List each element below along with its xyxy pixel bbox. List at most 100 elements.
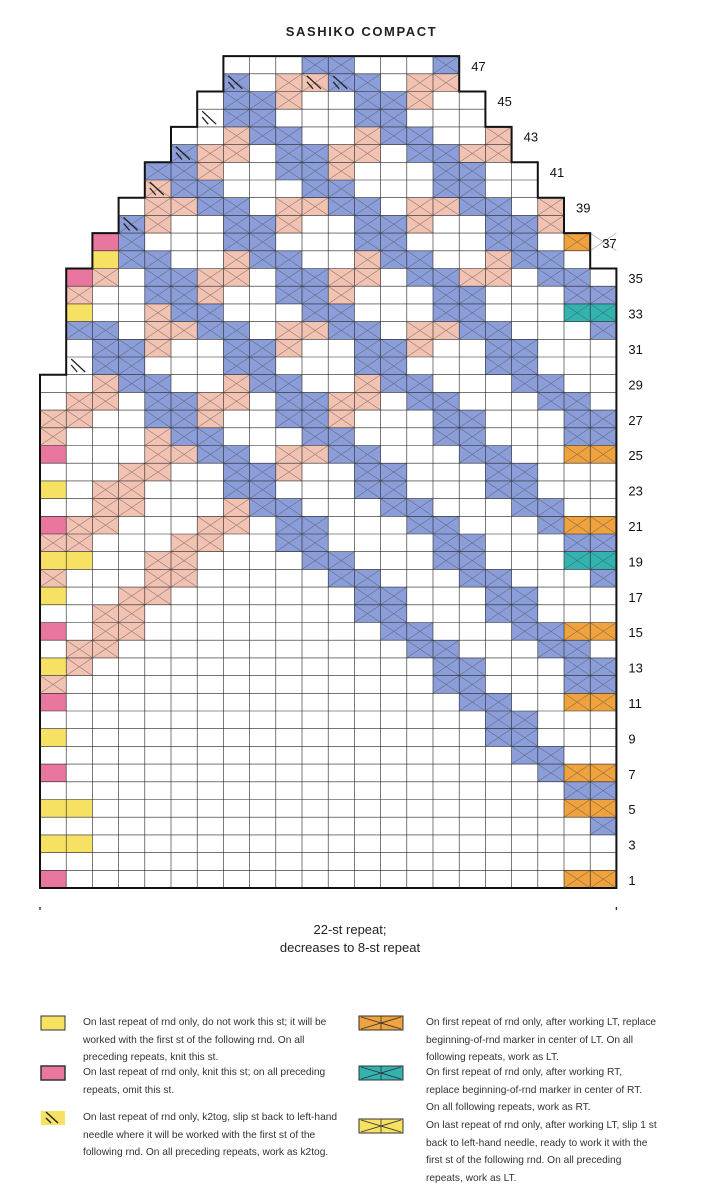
twist-mark [485, 569, 512, 588]
twist-mark [66, 409, 93, 429]
row-label: 19 [628, 554, 642, 569]
chart-cell [328, 109, 355, 127]
chart-cell [92, 852, 119, 871]
twist-mark [459, 409, 486, 429]
chart-cell [302, 374, 329, 393]
chart-cell [590, 834, 617, 853]
chart-cell [433, 339, 460, 357]
chart-cell [537, 657, 564, 676]
chart-cell [118, 728, 145, 747]
twist-mark [511, 586, 538, 606]
chart-cell [406, 569, 433, 588]
twist-mark [301, 533, 329, 552]
chart-cell [302, 587, 329, 605]
chart-cell [171, 711, 198, 729]
chart-cell [433, 746, 460, 765]
twist-mark [223, 356, 250, 375]
twist-mark [459, 693, 486, 712]
twist-mark [485, 250, 512, 269]
twist-mark [459, 321, 486, 340]
twist-mark [197, 427, 224, 446]
twist-mark [459, 569, 486, 588]
twist-mark [249, 498, 276, 517]
chart-cell [459, 498, 486, 517]
twist-mark [39, 533, 67, 552]
twist-mark [275, 91, 303, 110]
chart-cell [302, 215, 329, 234]
twist-mark [590, 870, 617, 889]
twist-mark [380, 232, 407, 252]
chart-cell [171, 480, 198, 499]
twist-mark [301, 144, 329, 163]
twist-mark [39, 675, 67, 694]
chart-cell [92, 233, 119, 251]
twist-mark [485, 126, 512, 145]
twist-mark [406, 339, 434, 358]
twist-mark [144, 586, 172, 606]
twist-mark [301, 268, 329, 287]
twist-mark [590, 799, 617, 818]
chart-cell [406, 604, 433, 623]
row-label: 47 [471, 59, 485, 74]
twist-mark [485, 144, 512, 163]
twist-mark [537, 622, 565, 641]
twist-mark [275, 268, 303, 287]
chart-cell [302, 569, 329, 588]
chart-cell [275, 569, 302, 588]
chart-cell [433, 480, 460, 499]
chart-cell [144, 657, 171, 676]
chart-cell [144, 675, 171, 694]
chart-cell [511, 870, 538, 888]
chart-cell [223, 711, 250, 729]
twist-mark [432, 285, 460, 305]
twist-mark [275, 392, 303, 411]
chart-cell [66, 711, 93, 729]
chart-cell [223, 781, 250, 800]
chart-cell [223, 852, 250, 871]
twist-mark [39, 409, 67, 429]
chart-cell [197, 870, 224, 888]
twist-mark [66, 533, 93, 552]
chart-cell [459, 587, 486, 605]
twist-mark [170, 392, 198, 411]
chart-cell [197, 250, 224, 269]
twist-mark [406, 126, 434, 145]
twist-mark [92, 604, 119, 623]
twist-mark [328, 445, 355, 464]
twist-mark [197, 144, 224, 163]
chart-cell [66, 463, 93, 481]
chart-cell [459, 870, 486, 888]
twist-mark [563, 533, 591, 552]
chart-cell [171, 374, 198, 393]
twist-mark [354, 91, 381, 110]
twist-mark [301, 179, 329, 198]
chart-cell [564, 374, 591, 393]
chart-cell [380, 162, 407, 180]
twist-mark [406, 144, 434, 163]
chart-cell [171, 622, 198, 641]
twist-mark [459, 197, 486, 216]
chart-cell [537, 728, 564, 747]
chart-cell [275, 303, 302, 322]
twist-mark [275, 498, 303, 517]
chart-cell [197, 357, 224, 375]
twist-mark [537, 197, 565, 216]
chart-cell [354, 781, 381, 800]
chart-cell [433, 569, 460, 588]
twist-mark [144, 427, 172, 446]
twist-mark [380, 462, 407, 482]
twist-mark [563, 622, 591, 641]
chart-cell [249, 162, 276, 180]
twist-mark [144, 569, 172, 588]
chart-cell [406, 534, 433, 552]
chart-cell [459, 799, 486, 818]
chart-cell [118, 781, 145, 800]
twist-mark [563, 763, 591, 783]
row-label: 7 [628, 767, 635, 782]
twist-mark [275, 144, 303, 163]
chart-cell [485, 640, 512, 658]
chart-cell [249, 56, 276, 74]
chart-cell [328, 357, 355, 375]
row-label: 5 [628, 802, 635, 817]
chart-cell [590, 728, 617, 747]
